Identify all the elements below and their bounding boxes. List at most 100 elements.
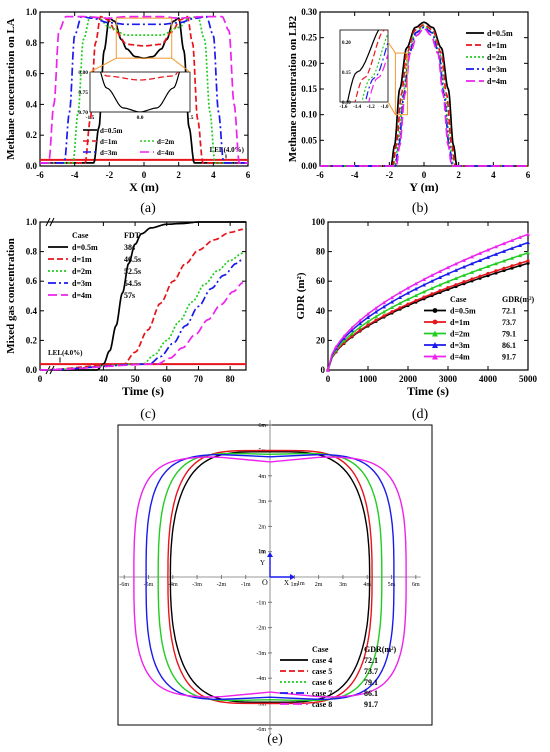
x-tick-label: 6 xyxy=(526,170,531,180)
y-tick-label: 0.6 xyxy=(26,276,38,286)
legend-label: d=1m xyxy=(450,318,470,327)
x-tick-label: 4m xyxy=(363,582,371,588)
y-tick-label: -4m xyxy=(256,676,266,682)
inset-source-box xyxy=(115,17,173,59)
legend-label: d=3m xyxy=(487,65,507,74)
y-unit-arrowhead xyxy=(267,552,273,557)
series-marker xyxy=(390,299,394,304)
inset-source-box xyxy=(394,52,409,116)
y-axis-label: GDR (m²) xyxy=(295,272,307,319)
x-tick-label: 5m xyxy=(388,582,396,588)
legend-value: 57s xyxy=(124,291,135,300)
x-unit-label: 1m xyxy=(297,581,305,587)
y-tick-label: 0.15 xyxy=(301,84,317,94)
legend: d=0.5m d=1m d=2m d=3m d=4m xyxy=(466,29,513,86)
series-marker xyxy=(438,269,442,273)
legend-label: d=3m xyxy=(72,279,92,288)
y-tick-label: -2m xyxy=(256,626,266,632)
series-line xyxy=(327,262,529,371)
legend-label: d=2m xyxy=(487,53,507,62)
series-marker xyxy=(414,281,418,286)
x-tick-label: 6m xyxy=(412,582,420,588)
y-tick-label: 2m xyxy=(258,524,266,530)
series-marker xyxy=(478,258,482,263)
y-tick-label: 0.4 xyxy=(26,99,38,109)
x-tick-label: 80 xyxy=(226,374,236,384)
x-tick-label: 0 xyxy=(142,170,147,180)
y-tick-label: 100 xyxy=(312,217,326,227)
legend-value: 46.5s xyxy=(124,255,141,264)
inset-y-tick: 0.80 xyxy=(78,70,88,76)
series-marker xyxy=(518,253,522,258)
y-tick-label: 0 xyxy=(321,365,326,375)
x-tick-label: -2 xyxy=(386,170,394,180)
series-line xyxy=(327,241,529,371)
series-marker xyxy=(438,289,442,293)
series-line xyxy=(320,25,528,167)
lel-annotation: LEL(4.0%) xyxy=(48,349,83,357)
series-marker xyxy=(462,264,466,269)
series-marker xyxy=(502,266,506,270)
series-marker xyxy=(446,265,450,270)
legend-label: d=4m xyxy=(487,77,507,86)
inset-y-tick: 0.15 xyxy=(342,71,351,76)
legend-label: d=2m xyxy=(72,267,92,276)
x-tick-label: 0 xyxy=(38,374,43,384)
series-marker xyxy=(366,323,370,327)
series-marker xyxy=(382,304,386,309)
series-marker xyxy=(470,277,474,281)
contour-line xyxy=(133,456,407,698)
legend-label: case 5 xyxy=(312,667,332,676)
x-tick-label: 4000 xyxy=(479,374,498,384)
x-tick-label: 4 xyxy=(491,170,496,180)
inset-frame xyxy=(339,29,389,103)
legend-label: d=0.5m xyxy=(72,243,98,252)
y-tick-label: -3m xyxy=(256,651,266,657)
y-axis-label: Mixed gas concentration xyxy=(5,238,17,353)
series-marker xyxy=(366,319,370,324)
x-tick-label: -4 xyxy=(351,170,359,180)
x-tick-label: 2 xyxy=(456,170,461,180)
series-marker xyxy=(454,283,458,287)
legend-label: d=0.5m xyxy=(450,307,476,316)
series-marker xyxy=(374,306,378,310)
series-marker xyxy=(454,261,458,266)
series-marker xyxy=(414,293,418,298)
legend-label: d=4m xyxy=(450,353,470,362)
series-marker xyxy=(478,251,482,255)
y-tick-label: 0.4 xyxy=(26,306,38,316)
series-marker xyxy=(478,274,482,278)
series-marker xyxy=(518,243,522,248)
x-tick-label: 1000 xyxy=(359,374,378,384)
y-tick-label: 1.0 xyxy=(26,7,38,17)
legend-value: 73.7 xyxy=(502,318,516,327)
inset-x-tick: 0.0 xyxy=(137,115,144,121)
series-marker xyxy=(470,261,474,266)
series-marker xyxy=(374,318,378,322)
series-marker xyxy=(462,280,466,284)
series-marker xyxy=(390,295,394,300)
x-tick-label: -5m xyxy=(144,582,154,588)
series-marker xyxy=(438,275,442,279)
panel-label-a: (a) xyxy=(140,201,156,216)
series-marker xyxy=(406,302,410,306)
x-tick-label: 2000 xyxy=(399,374,418,384)
panel-b-chart: -6 -4 -2 0 2 4 6 0.00 0.05 0.10 0.15 0.20 0.25 0.30 Y … xyxy=(287,7,531,194)
legend-value: 52.5s xyxy=(124,267,141,276)
y-tick-label: 0.10 xyxy=(301,110,317,120)
series-marker xyxy=(526,261,530,265)
x-tick-label: -3m xyxy=(192,582,202,588)
y-tick-label: 1.0 xyxy=(26,217,38,227)
legend-value: 73.7 xyxy=(364,667,378,676)
series-marker xyxy=(526,259,530,263)
y-tick-label: 3m xyxy=(258,499,266,505)
y-tick-label: -5m xyxy=(256,702,266,708)
inset-connector xyxy=(387,101,396,115)
y-tick-label: 60 xyxy=(316,276,326,286)
x-unit-arrowhead xyxy=(290,574,295,580)
series-line xyxy=(320,23,528,167)
x-tick-label: 5000 xyxy=(519,374,538,384)
contour-line xyxy=(145,454,395,700)
series-marker xyxy=(406,297,410,301)
legend-label: case 7 xyxy=(312,689,332,698)
